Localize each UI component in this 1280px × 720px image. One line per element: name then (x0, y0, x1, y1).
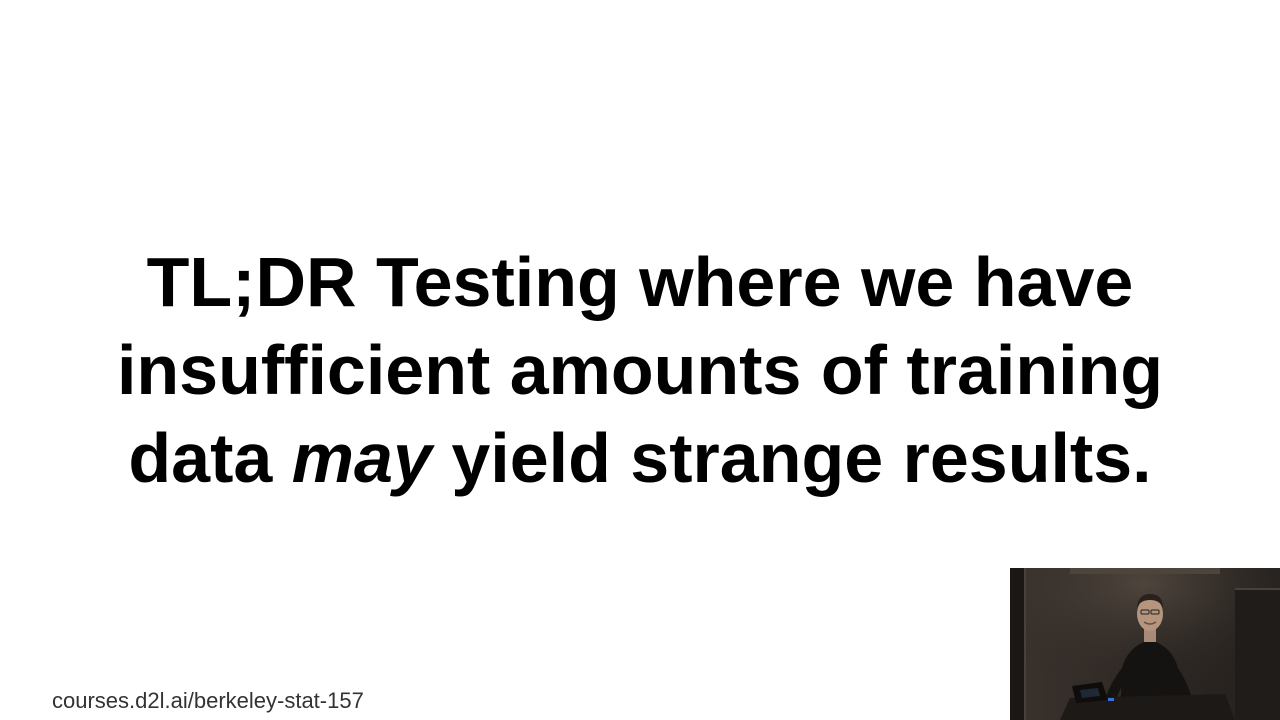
right-board-edge (1235, 588, 1280, 590)
headline-line-3-end: yield strange results. (431, 419, 1152, 497)
presenter-smile (1143, 621, 1157, 625)
left-panel (1010, 568, 1024, 720)
presenter-video-frame (1010, 568, 1280, 720)
headline-line-2: insufficient amounts of training (116, 331, 1164, 409)
slide-headline: TL;DR Testing where we have insufficient… (0, 238, 1280, 502)
presenter-neck (1144, 628, 1156, 642)
board-ledge (1070, 568, 1220, 574)
course-url: courses.d2l.ai/berkeley-stat-157 (52, 688, 364, 713)
glasses-left-lens (1140, 609, 1150, 615)
right-board (1235, 588, 1280, 720)
panel-edge (1024, 568, 1026, 720)
headline-line-1: TL;DR Testing where we have (146, 243, 1134, 321)
glasses-right-lens (1150, 609, 1160, 615)
presenter-left-arm (1105, 668, 1128, 704)
presenter-figure (1105, 594, 1194, 720)
presenter-webcam-video (1010, 568, 1280, 720)
desk-surface (1060, 694, 1235, 720)
laptop-display-glow (1080, 688, 1100, 698)
presenter-hair (1137, 594, 1163, 608)
headline-line-3: data may yield strange results. (0, 414, 1280, 502)
headline-emphasis: may (291, 419, 432, 497)
headline-line-3-start: data (128, 419, 292, 497)
presenter-face (1137, 597, 1163, 631)
lectern-desk (1060, 682, 1235, 720)
laptop-indicator-light (1108, 698, 1114, 701)
